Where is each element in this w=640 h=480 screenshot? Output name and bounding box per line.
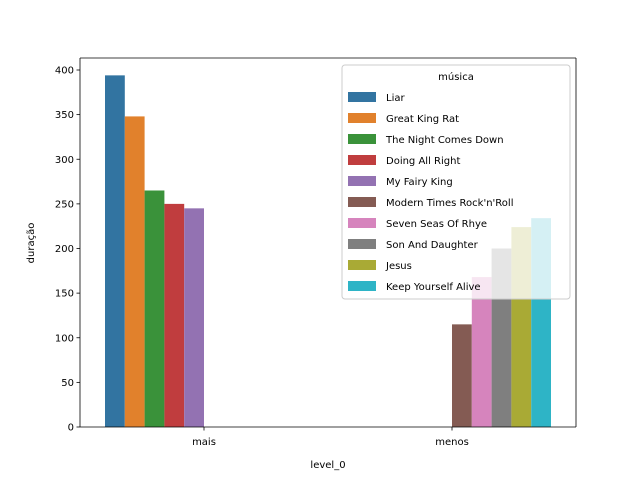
legend-label-5: Modern Times Rock'n'Roll xyxy=(386,198,513,209)
legend-swatch-2 xyxy=(348,134,376,144)
bar-mais-2 xyxy=(144,190,165,427)
y-tick-label-300: 300 xyxy=(55,155,74,166)
legend-swatch-3 xyxy=(348,155,376,165)
legend-swatch-1 xyxy=(348,113,376,123)
y-tick-label-50: 50 xyxy=(61,378,74,389)
x-axis-label: level_0 xyxy=(310,460,345,471)
legend-label-3: Doing All Right xyxy=(386,156,460,167)
legend-items: Liar Great King Rat The Night Comes Down Do… xyxy=(348,92,513,293)
legend-title: música xyxy=(438,71,474,83)
legend-label-2: The Night Comes Down xyxy=(385,135,504,146)
y-tick-label-200: 200 xyxy=(55,244,74,255)
legend-label-4: My Fairy King xyxy=(386,177,453,188)
bar-mais-1 xyxy=(124,116,145,427)
legend-swatch-9 xyxy=(348,281,376,291)
bar-mais-4 xyxy=(184,208,204,427)
legend-label-8: Jesus xyxy=(385,261,412,272)
legend-label-7: Son And Daughter xyxy=(386,240,479,251)
y-tick-label-150: 150 xyxy=(55,289,74,300)
legend-swatch-4 xyxy=(348,176,376,186)
y-tick-label-100: 100 xyxy=(55,333,74,344)
x-tick-label-mais: mais xyxy=(192,437,216,448)
bar-menos-6 xyxy=(471,277,492,427)
bar-mais-3 xyxy=(164,203,185,428)
y-tick-label-250: 250 xyxy=(55,199,74,210)
legend-label-6: Seven Seas Of Rhye xyxy=(386,219,487,230)
legend: música Liar Great King Rat The Night Comes… xyxy=(341,64,571,300)
axes-group: 0 50 100 150 200 250 300 350 400 mais menos xyxy=(55,57,577,448)
y-tick-label-400: 400 xyxy=(55,66,74,77)
y-tick-label-0: 0 xyxy=(68,423,74,434)
y-axis-label: duração xyxy=(26,223,37,264)
legend-label-0: Liar xyxy=(386,93,405,104)
legend-swatch-8 xyxy=(348,260,376,270)
legend-swatch-0 xyxy=(348,92,376,102)
legend-swatch-6 xyxy=(348,218,376,228)
legend-frame xyxy=(341,64,571,300)
bar-mais-0 xyxy=(105,75,125,428)
legend-swatch-5 xyxy=(348,197,376,207)
x-tick-label-menos: menos xyxy=(435,437,469,448)
legend-swatch-7 xyxy=(348,239,376,249)
bar-menos-5 xyxy=(452,324,472,427)
y-tick-label-350: 350 xyxy=(55,110,74,121)
legend-label-9: Keep Yourself Alive xyxy=(386,282,481,293)
legend-label-1: Great King Rat xyxy=(386,114,459,125)
